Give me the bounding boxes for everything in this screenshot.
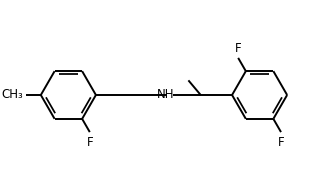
Text: NH: NH [157, 89, 174, 101]
Text: F: F [235, 42, 241, 55]
Text: CH₃: CH₃ [2, 89, 23, 101]
Text: F: F [278, 136, 284, 149]
Text: F: F [86, 136, 93, 149]
